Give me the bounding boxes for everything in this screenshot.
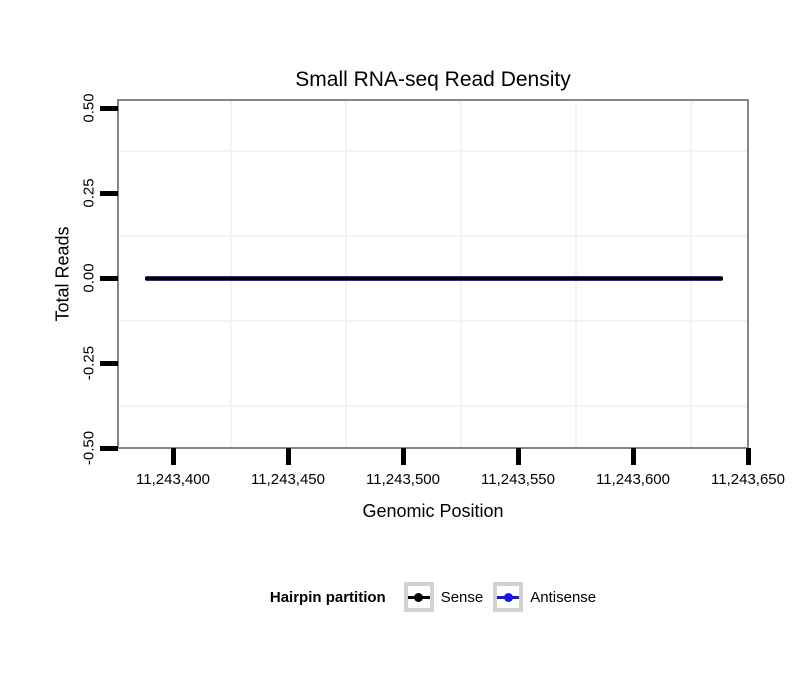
- x-tick: [400, 448, 406, 465]
- legend-label-sense: Sense: [440, 588, 484, 606]
- legend-label-antisense: Antisense: [530, 588, 597, 606]
- x-axis-title: Genomic Position: [362, 501, 504, 521]
- minor-gridline-v: [689, 101, 692, 447]
- y-tick: [100, 360, 118, 366]
- x-tick: [285, 448, 291, 465]
- y-tick: [100, 275, 118, 281]
- antisense-key-icon: [493, 582, 524, 612]
- minor-gridline-h: [119, 404, 747, 407]
- legend-title: Hairpin partition: [269, 588, 386, 606]
- y-tick: [100, 445, 118, 451]
- y-tick: [100, 105, 118, 111]
- minor-gridline-v: [344, 101, 347, 447]
- y-tick-label: 0.50: [80, 93, 98, 123]
- x-tick: [745, 448, 751, 465]
- zero-read-line: [145, 275, 723, 281]
- x-tick: [630, 448, 636, 465]
- y-tick-label: 0.25: [80, 178, 98, 208]
- minor-gridline-v: [574, 101, 577, 447]
- x-tick-label: 11,243,650: [711, 471, 785, 488]
- x-tick-label: 11,243,550: [481, 471, 555, 488]
- y-tick-label: -0.25: [80, 345, 98, 381]
- minor-gridline-v: [459, 101, 462, 447]
- legend-item-sense: Sense: [403, 582, 484, 612]
- x-tick-label: 11,243,600: [596, 471, 670, 488]
- y-axis-title: Total Reads: [52, 226, 73, 322]
- sense-series-line: [145, 276, 723, 280]
- minor-gridline-v: [229, 101, 232, 447]
- x-tick: [515, 448, 521, 465]
- y-tick-label: -0.50: [80, 430, 98, 466]
- sense-key-dot: [414, 592, 424, 602]
- minor-gridline-h: [119, 149, 747, 152]
- plot-panel: [117, 99, 749, 449]
- antisense-key-dot: [503, 592, 513, 602]
- x-tick-label: 11,243,400: [136, 471, 210, 488]
- minor-gridline-h: [119, 234, 747, 237]
- plot-title: Small RNA-seq Read Density: [295, 68, 571, 91]
- x-tick: [170, 448, 176, 465]
- y-tick: [100, 190, 118, 196]
- minor-gridline-h: [119, 319, 747, 322]
- legend-item-antisense: Antisense: [493, 582, 596, 612]
- y-tick-label: 0.00: [80, 263, 98, 293]
- x-tick-label: 11,243,450: [251, 471, 325, 488]
- sense-key-icon: [403, 582, 434, 612]
- x-tick-label: 11,243,500: [366, 471, 440, 488]
- legend: Hairpin partition Sense Antisense: [117, 580, 749, 614]
